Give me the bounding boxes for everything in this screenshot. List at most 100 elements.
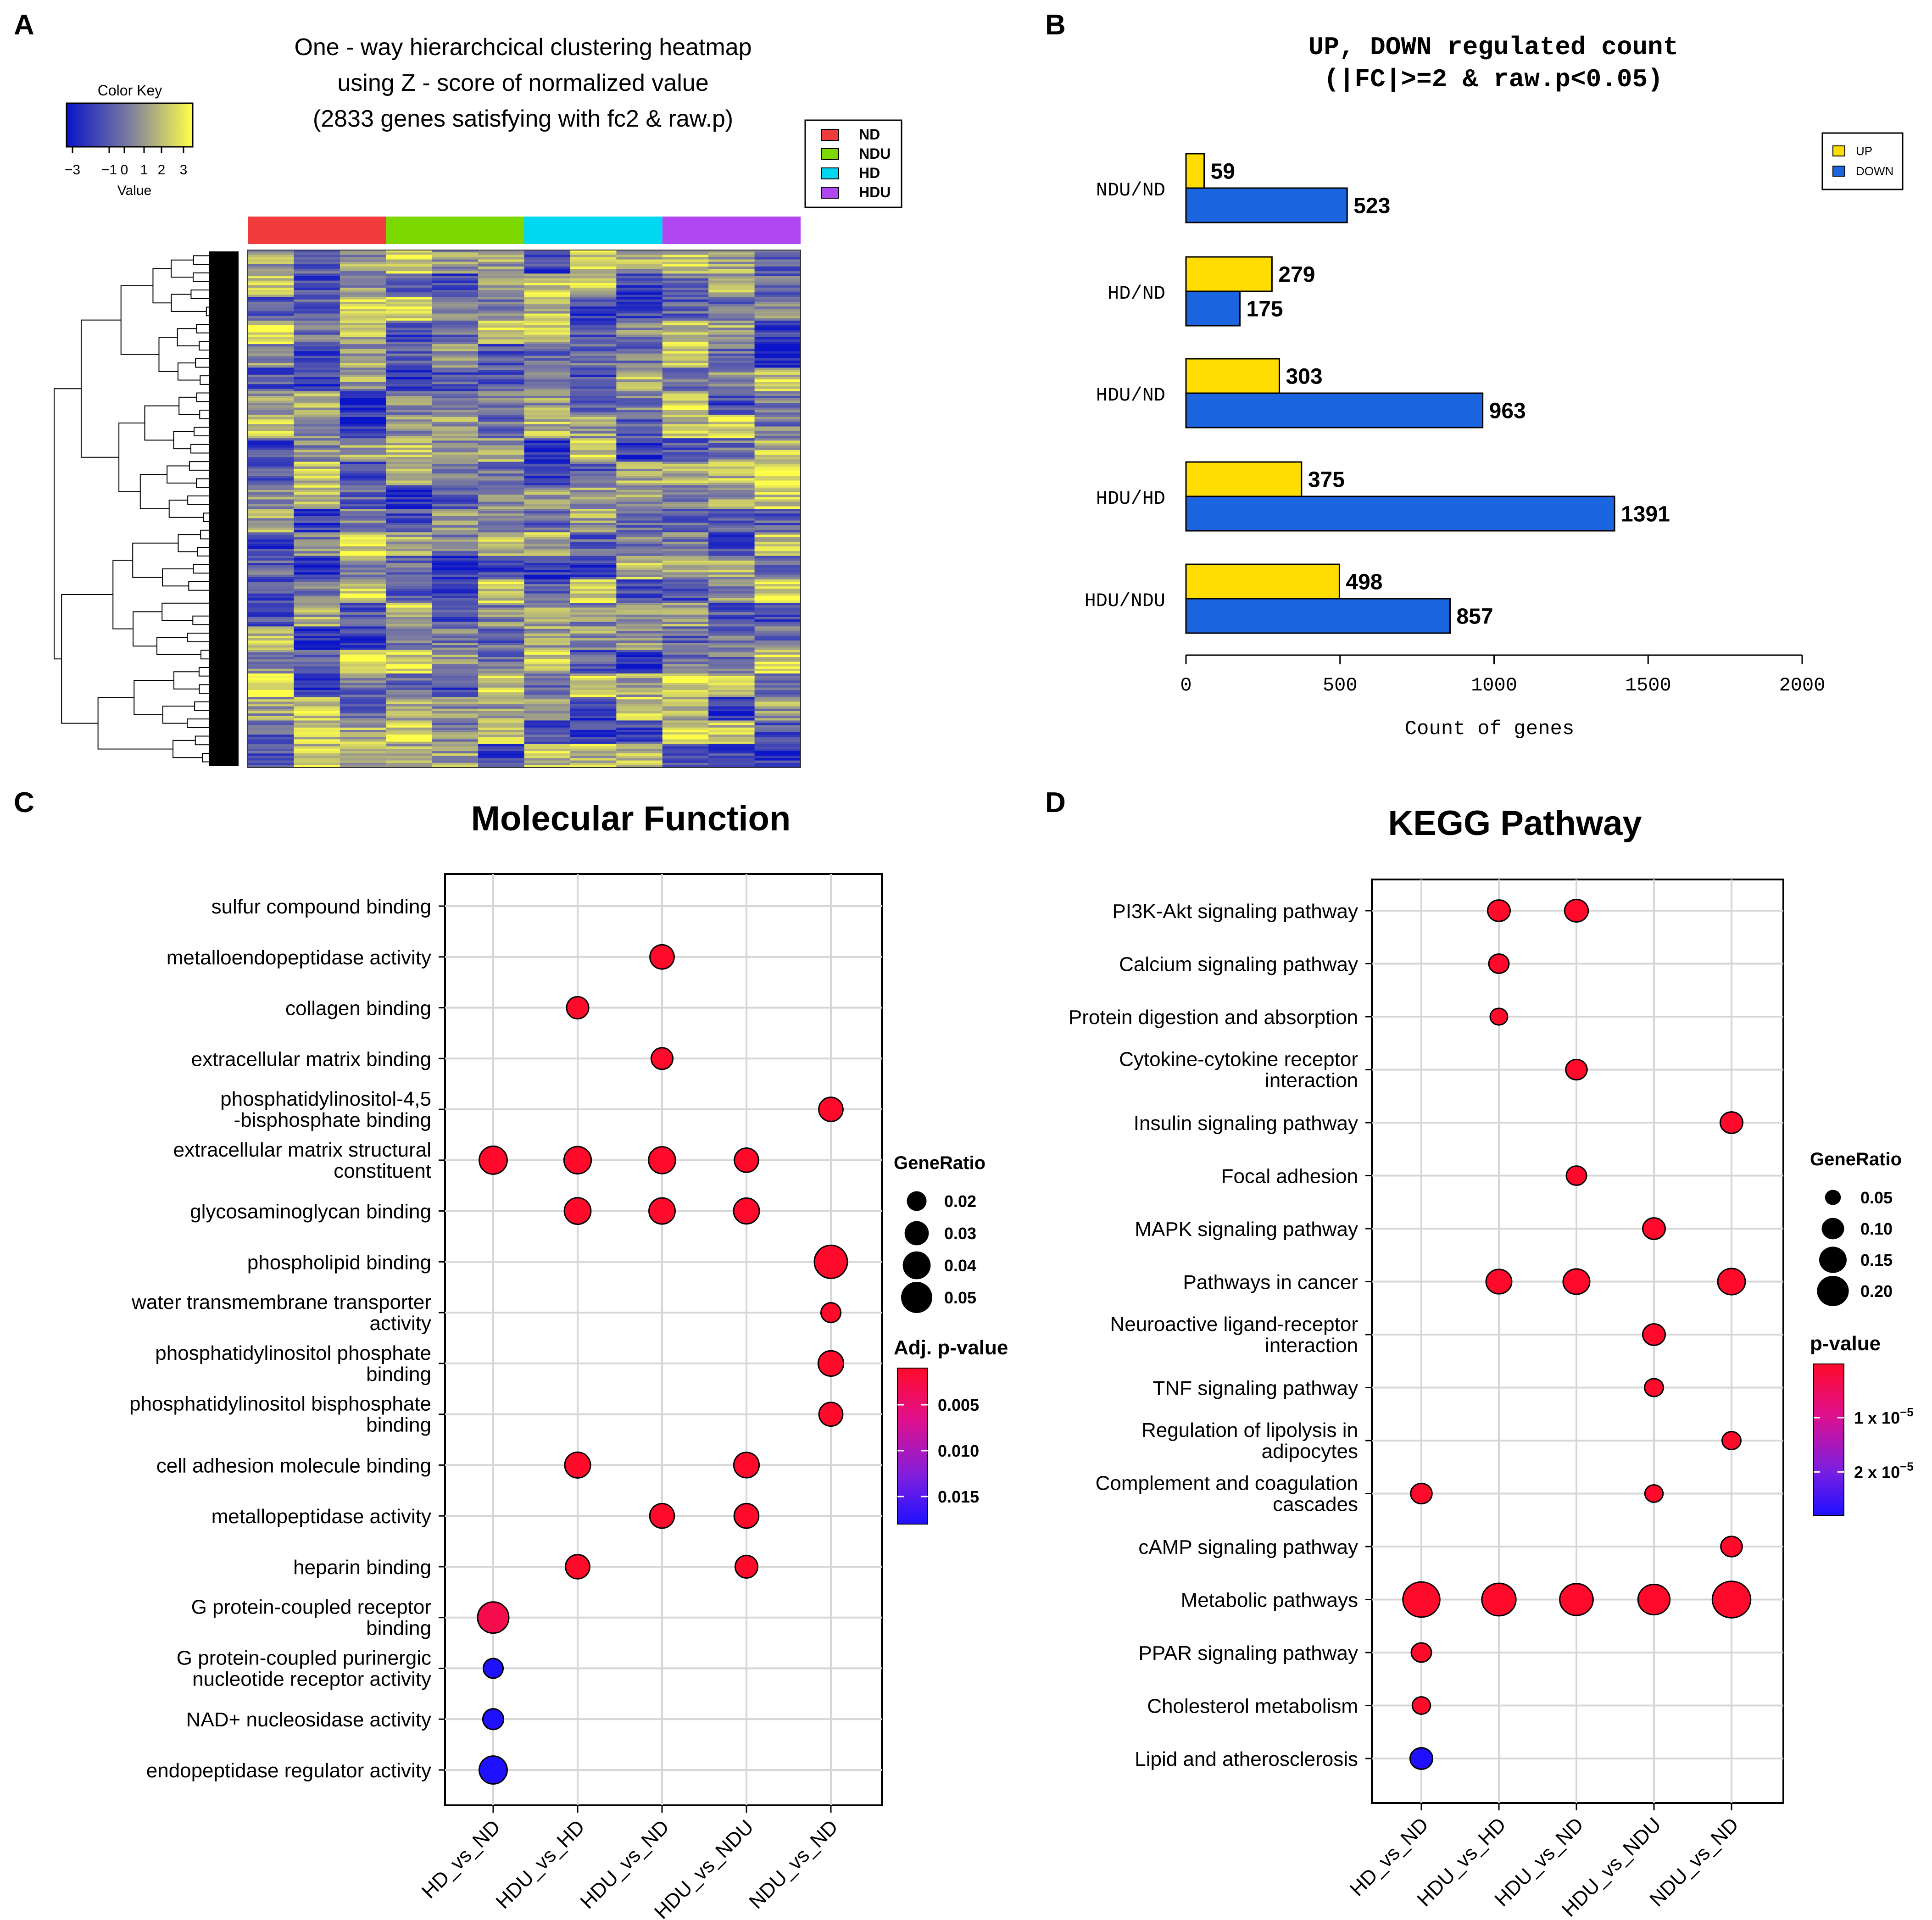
heatmap-cell <box>478 447 525 451</box>
heatmap-cell <box>340 360 386 363</box>
heatmap-cell <box>386 570 433 573</box>
heatmap-cell <box>708 560 755 563</box>
heatmap-cell <box>294 683 340 686</box>
heatmap-cell <box>616 673 663 676</box>
heatmap-cell <box>708 309 755 312</box>
dot <box>1559 1583 1594 1616</box>
bar-value-label: 498 <box>1346 570 1382 595</box>
heatmap-cell <box>386 732 433 735</box>
heatmap-cell <box>570 360 617 363</box>
panel-b-bar-chart: UP, DOWN regulated count (|FC|>=2 & raw.… <box>1085 33 1904 740</box>
heatmap-cell <box>708 367 755 371</box>
heatmap-cell <box>570 365 617 368</box>
heatmap-cell <box>478 683 525 686</box>
heatmap-cell <box>662 760 709 763</box>
heatmap-cell <box>340 372 386 375</box>
heatmap-cell <box>248 492 295 495</box>
heatmap-cell <box>478 320 525 323</box>
heatmap-cell <box>754 292 801 295</box>
dot <box>1642 1323 1666 1346</box>
heatmap-cell <box>294 339 340 342</box>
heatmap-cell <box>340 485 386 488</box>
heatmap-cell <box>754 365 801 368</box>
heatmap-cell <box>340 379 386 382</box>
heatmap-cell <box>432 723 479 726</box>
heatmap-cell <box>386 650 433 653</box>
heatmap-cell <box>248 654 295 657</box>
heatmap-cell <box>570 614 617 618</box>
heatmap-cell <box>570 276 617 279</box>
heatmap-cell <box>294 280 340 284</box>
heatmap-cell <box>386 614 433 618</box>
heatmap-cell <box>248 589 295 592</box>
heatmap-cell <box>524 690 571 693</box>
heatmap-cell <box>248 711 295 714</box>
heatmap-cell <box>248 591 295 594</box>
heatmap-cell <box>478 735 525 737</box>
heatmap-cell <box>432 334 479 338</box>
heatmap-cell <box>432 732 479 735</box>
heatmap-cell <box>662 541 709 545</box>
heatmap-cell <box>340 741 386 745</box>
heatmap-cell <box>662 358 709 361</box>
heatmap-cell <box>708 405 755 408</box>
heatmap-cell <box>754 398 801 401</box>
heatmap-cell <box>478 598 525 601</box>
heatmap-cell <box>662 384 709 387</box>
heatmap-cell <box>478 346 525 349</box>
heatmap-cell <box>432 603 479 606</box>
heatmap-cell <box>754 330 801 333</box>
heatmap-cell <box>340 255 386 257</box>
heatmap-cell <box>754 379 801 382</box>
heatmap-cell <box>570 377 617 380</box>
dendrogram-branch <box>177 362 200 381</box>
heatmap-cell <box>432 607 479 611</box>
heatmap-cell <box>340 748 386 751</box>
heatmap-cell <box>340 744 386 747</box>
heatmap-cell <box>248 295 295 298</box>
heatmap-cell <box>570 619 617 622</box>
heatmap-cell <box>662 619 709 622</box>
dendrogram-branch <box>212 562 239 568</box>
heatmap-cell <box>662 725 709 728</box>
heatmap-cell <box>386 762 433 766</box>
heatmap-cell <box>340 280 386 284</box>
heatmap-cell <box>754 549 801 551</box>
heatmap-cell <box>754 511 801 514</box>
heatmap-cell <box>294 612 340 615</box>
heatmap-cell <box>662 638 709 641</box>
heatmap-cell <box>340 332 386 335</box>
heatmap-cell <box>294 273 340 276</box>
heatmap-cell <box>570 729 617 733</box>
heatmap-cell <box>662 746 709 749</box>
heatmap-cell <box>708 422 755 425</box>
heatmap-cell <box>754 283 801 286</box>
y-axis-label: Insulin signaling pathway <box>1134 1112 1358 1135</box>
heatmap-cell <box>294 492 340 495</box>
color-legend-label: 0.010 <box>938 1441 979 1460</box>
heatmap-cell <box>570 509 617 512</box>
heatmap-cell <box>294 701 340 705</box>
heatmap-cell <box>248 530 295 533</box>
heatmap-cell <box>524 426 571 429</box>
heatmap-cell <box>478 607 525 611</box>
size-legend-label: 0.04 <box>944 1256 976 1275</box>
heatmap-cell <box>708 614 755 618</box>
heatmap-cell <box>294 344 340 347</box>
heatmap-cell <box>754 718 801 721</box>
heatmap-cell <box>570 353 617 356</box>
heatmap-cell <box>524 525 571 528</box>
heatmap-cell <box>432 668 479 672</box>
heatmap-cell <box>432 612 479 615</box>
heatmap-cell <box>570 283 617 286</box>
dendrogram-branch <box>193 564 222 574</box>
heatmap-cell <box>478 744 525 747</box>
heatmap-cell <box>708 756 755 759</box>
heatmap-cell <box>248 678 295 681</box>
heatmap-cell <box>478 358 525 361</box>
heatmap-cell <box>754 685 801 688</box>
heatmap-cell <box>432 624 479 627</box>
heatmap-cell <box>524 306 571 309</box>
heatmap-cell <box>340 365 386 368</box>
heatmap-cell <box>662 424 709 427</box>
